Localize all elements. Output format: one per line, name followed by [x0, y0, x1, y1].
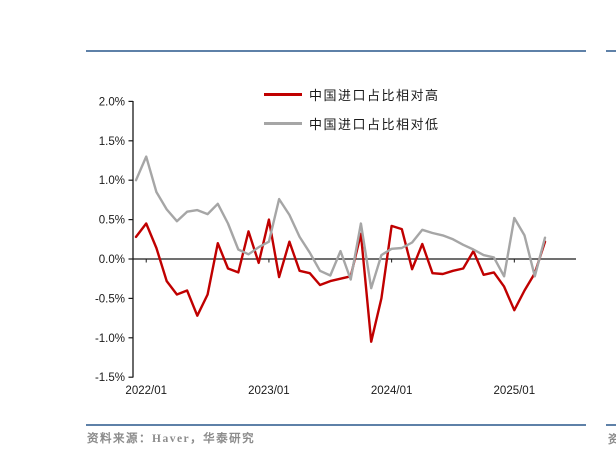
legend-label-low: 中国进口占比相对低	[309, 117, 440, 132]
legend-label-high: 中国进口占比相对高	[309, 88, 440, 103]
series-line-low	[134, 155, 547, 290]
x-tick-label: 2023/01	[248, 385, 290, 397]
y-tick-label: -1.0%	[95, 333, 125, 345]
adjacent-figure-text-fragment: 资	[608, 434, 616, 446]
series-line-high	[134, 218, 547, 343]
x-tick-label: 2022/01	[125, 385, 167, 397]
y-tick-label: 1.0%	[99, 175, 125, 187]
legend-item-high: 中国进口占比相对高	[264, 84, 440, 105]
top-accent-rule	[86, 50, 586, 52]
x-tick-label: 2025/01	[494, 385, 536, 397]
legend-item-low: 中国进口占比相对低	[264, 113, 440, 134]
y-tick-label: -1.5%	[95, 372, 125, 384]
y-tick-label: 1.5%	[99, 136, 125, 148]
y-tick-label: 0.0%	[99, 254, 125, 266]
bottom-accent-rule	[86, 424, 586, 426]
top-accent-rule-fragment	[606, 50, 616, 52]
y-tick-label: 0.5%	[99, 215, 125, 227]
source-note: 资料来源：Haver，华泰研究	[87, 433, 256, 445]
bottom-accent-rule-fragment	[606, 424, 616, 426]
legend-swatch-red-line	[264, 93, 302, 96]
legend-swatch-gray-line	[264, 122, 302, 125]
y-tick-label: -0.5%	[95, 293, 125, 305]
y-tick-label: 2.0%	[99, 96, 125, 108]
chart-legend: 中国进口占比相对高 中国进口占比相对低	[264, 84, 440, 134]
x-tick-label: 2024/01	[371, 385, 413, 397]
